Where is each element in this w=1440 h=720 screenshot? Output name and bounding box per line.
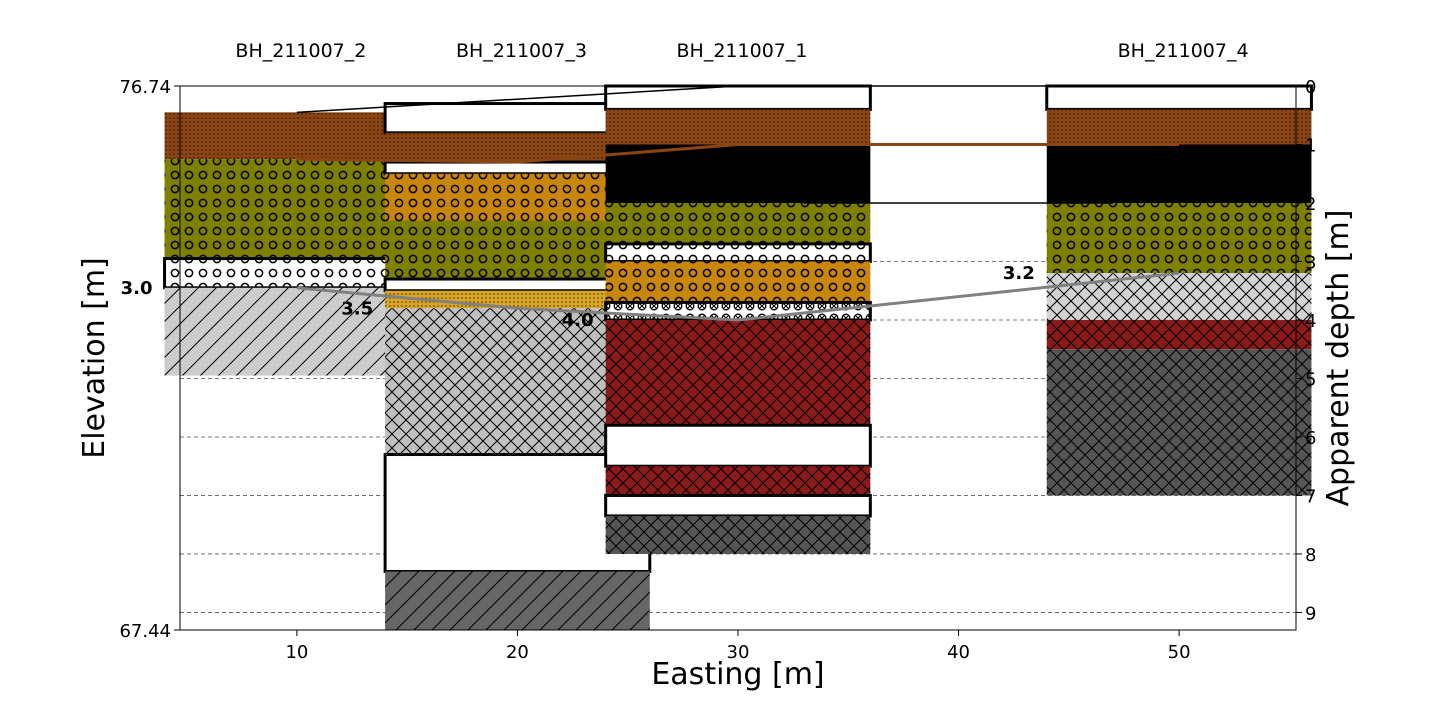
layer-pattern: [605, 202, 871, 244]
depth-label: 3.2: [1003, 263, 1035, 284]
borehole-name: BH_211007_2: [235, 40, 366, 62]
layer-3-2: [1046, 144, 1312, 203]
correlation-line-3: [296, 271, 1180, 322]
y2-tick-label: 7: [1305, 486, 1316, 507]
layer-pattern: [1046, 319, 1312, 350]
layer-pattern: [1046, 109, 1312, 145]
borehole-BH_211007_4: [1045, 84, 1313, 496]
layer-2-0: [605, 86, 871, 110]
borehole-name: BH_211007_3: [456, 40, 587, 62]
layer-3-0: [1046, 86, 1312, 110]
layer-pattern: [164, 287, 430, 376]
layer-pattern: [385, 571, 650, 630]
depth-labels: 3.0 3.5 4.0 3.2: [121, 263, 1035, 331]
y-axis-title: Elevation [m]: [77, 257, 112, 459]
y2-tick-label: 3: [1305, 252, 1316, 273]
layer-pattern: [1046, 273, 1312, 320]
borehole-name: BH_211007_4: [1118, 40, 1249, 62]
borehole-name: BH_211007_1: [677, 40, 808, 62]
y2-tick-label: 2: [1305, 194, 1316, 215]
depth-label: 3.0: [121, 278, 153, 299]
x-tick-label: 40: [947, 642, 970, 663]
layer-pattern: [605, 515, 871, 554]
layer-pattern: [385, 290, 650, 309]
layer-pattern: [605, 319, 871, 426]
y2-axis-title: Apparent depth [m]: [1321, 210, 1356, 507]
y-tick-label: 76.74: [119, 77, 171, 98]
correlation-line-1: [296, 142, 1180, 164]
y2-tick-label: 4: [1305, 311, 1316, 332]
layer-pattern: [1046, 349, 1312, 496]
layer-pattern: [605, 109, 871, 145]
y-tick-label: 67.44: [119, 621, 171, 642]
x-tick-label: 10: [285, 642, 308, 663]
x-tick-label: 50: [1168, 642, 1191, 663]
y2-tick-label: 1: [1305, 135, 1316, 156]
layer-pattern: [605, 466, 871, 496]
layer-2-10: [605, 495, 871, 516]
depth-label: 3.5: [341, 298, 373, 319]
x-tick-label: 20: [506, 642, 529, 663]
y2-tick-label: 0: [1305, 77, 1316, 98]
depth-label: 4.0: [562, 310, 594, 331]
y2-tick-label: 6: [1305, 428, 1316, 449]
borehole-layers: BH_211007_2 BH_211007_3 BH_211007_1 BH_2110…: [163, 40, 1313, 630]
layer-pattern: [605, 243, 871, 262]
layer-pattern: [1046, 202, 1312, 274]
layer-2-2: [605, 144, 871, 203]
borehole-BH_211007_1: [604, 84, 872, 554]
layer-pattern: [605, 261, 871, 303]
layer-1-5: [385, 279, 650, 291]
layer-2-8: [605, 425, 871, 467]
layer-pattern: [164, 159, 430, 259]
x-tick-label: 30: [727, 642, 750, 663]
y2-tick-label: 9: [1305, 603, 1316, 624]
y2-tick-label: 8: [1305, 545, 1316, 566]
axes: 10 20 30 40 50 67.44 76.74 0 1 2 3 4 5 6 7 8 9: [119, 77, 1316, 663]
layer-1-2: [385, 162, 650, 174]
x-axis-title: Easting [m]: [651, 657, 824, 692]
y2-tick-label: 5: [1305, 369, 1316, 390]
